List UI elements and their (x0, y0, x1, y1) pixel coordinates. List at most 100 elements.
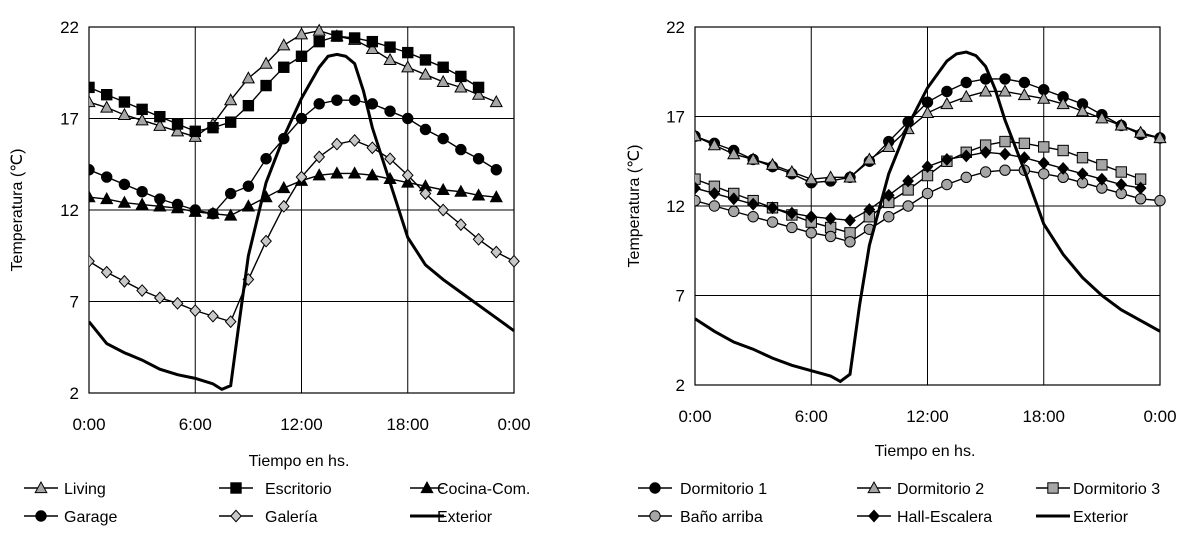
data-point (348, 94, 361, 106)
data-point (979, 166, 992, 178)
data-point (260, 234, 272, 248)
series-dormitorio-2 (695, 84, 1167, 185)
data-point (747, 197, 760, 211)
data-point (1038, 141, 1050, 153)
data-point (960, 76, 972, 89)
data-point (401, 60, 415, 73)
data-point (224, 116, 237, 128)
data-point (419, 123, 432, 136)
data-point (824, 230, 837, 243)
data-point (331, 30, 343, 42)
data-point (118, 96, 131, 108)
data-point (100, 100, 114, 113)
legend-item-exterior: Exterior (410, 509, 493, 526)
legend-label: Garage (64, 509, 117, 526)
data-point (805, 210, 818, 224)
data-point (136, 284, 149, 297)
data-point (1076, 167, 1089, 181)
data-point (727, 192, 740, 206)
data-point (277, 180, 291, 194)
data-point (207, 309, 219, 323)
data-point (454, 218, 467, 232)
data-point (766, 201, 779, 215)
data-point (295, 50, 308, 62)
data-point (471, 87, 486, 100)
legend-marker (230, 509, 242, 523)
data-point (508, 254, 520, 268)
data-point (1153, 130, 1167, 144)
data-point (260, 153, 272, 165)
plot-area (89, 23, 520, 392)
data-point (100, 265, 113, 279)
data-point (1017, 87, 1032, 101)
y-axis-label: Temperatura (℃) (9, 149, 26, 272)
data-point (365, 168, 379, 181)
data-point (695, 194, 701, 207)
data-point (331, 137, 343, 151)
series-line (89, 35, 479, 133)
legend-item-escritorio: Escritorio (219, 481, 332, 498)
data-point (455, 70, 467, 83)
data-point (135, 113, 149, 126)
data-point (785, 206, 798, 220)
data-point (437, 132, 449, 145)
data-point (1076, 151, 1089, 164)
legend-label: Dormitorio 3 (1073, 481, 1160, 498)
x-tick-label: 18:00 (1022, 407, 1065, 426)
data-point (902, 200, 914, 212)
data-point (189, 304, 202, 318)
data-point (708, 200, 721, 212)
data-point (437, 61, 449, 73)
data-point (154, 193, 166, 205)
series-galeria (89, 134, 520, 329)
data-point (312, 23, 326, 36)
data-point (89, 81, 95, 94)
data-point (224, 93, 238, 106)
data-point (1018, 151, 1031, 165)
data-point (728, 205, 740, 218)
data-point (882, 188, 895, 202)
data-point (224, 315, 237, 329)
legend-label: Dormitorio 1 (680, 481, 767, 498)
data-point (171, 296, 184, 310)
legend-marker (34, 480, 48, 494)
data-point (154, 110, 166, 123)
data-point (189, 204, 201, 216)
data-point (153, 291, 166, 305)
data-point (242, 99, 255, 112)
legend-label: Cocina-Com. (437, 481, 530, 498)
y-axis-label: Temperatura (℃) (626, 145, 643, 268)
data-point (118, 178, 131, 191)
data-point (472, 81, 485, 94)
data-point (260, 79, 272, 92)
data-point (242, 180, 255, 192)
y-tick-label: 17 (60, 110, 79, 129)
data-point (1096, 159, 1108, 171)
data-point (348, 134, 361, 147)
data-point (89, 190, 96, 203)
data-point (418, 67, 433, 80)
data-point (708, 187, 721, 200)
legend-marker (230, 482, 242, 494)
data-point (313, 150, 326, 164)
series-living (89, 23, 503, 142)
data-point (89, 254, 95, 268)
data-point (940, 153, 953, 166)
data-point (1134, 181, 1147, 195)
data-point (1038, 168, 1050, 180)
data-point (765, 157, 780, 170)
data-point (746, 152, 760, 165)
data-point (224, 187, 237, 200)
data-point (489, 94, 503, 108)
data-point (1115, 166, 1127, 178)
data-point (1133, 125, 1148, 138)
y-tick-label: 7 (70, 293, 79, 312)
data-point (489, 190, 503, 203)
legend-marker (649, 510, 661, 522)
data-point (277, 199, 290, 213)
data-point (1095, 172, 1108, 186)
data-point (786, 221, 798, 234)
data-point (1018, 137, 1031, 150)
series-line (89, 52, 515, 392)
data-point (1115, 178, 1128, 191)
